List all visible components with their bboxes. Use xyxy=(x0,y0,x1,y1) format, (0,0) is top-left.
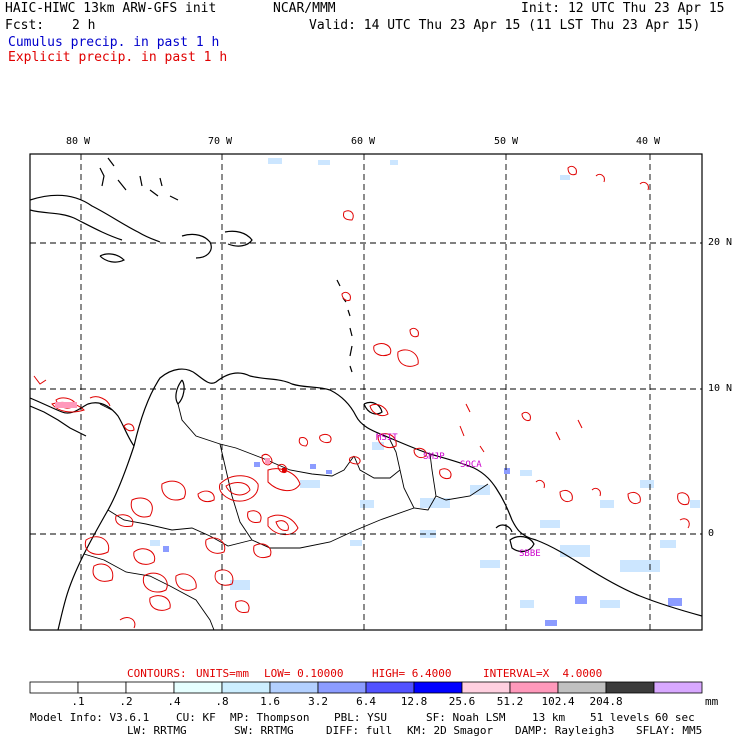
lon-label-50w: 50 W xyxy=(494,136,519,147)
colorbar-swatch xyxy=(173,681,223,694)
colorbar-swatch xyxy=(557,681,607,694)
colorbar-swatch xyxy=(221,681,271,694)
colorbar-tick-label: 3.2 xyxy=(308,695,328,708)
model-info-km: KM: 2D Smagor xyxy=(407,724,494,737)
model-info-sw: SW: RRTMG xyxy=(234,724,294,737)
lat-lon-grid xyxy=(30,154,702,630)
map-frame xyxy=(29,153,703,631)
station-msit: MSIT xyxy=(376,433,398,443)
colorbar-tick-label: 25.6 xyxy=(448,695,476,708)
colorbar-tick-label: 12.8 xyxy=(400,695,428,708)
legend-explicit: Explicit precip. in past 1 h xyxy=(8,50,228,65)
model-title: HAIC-HIWC 13km ARW-GFS init xyxy=(5,1,217,16)
lat-label-10n: 10 N xyxy=(708,383,733,394)
colorbar-swatch xyxy=(269,681,319,694)
colorbar-tick-label: 6.4 xyxy=(356,695,376,708)
model-info-levels: 51 levels xyxy=(590,711,650,724)
colorbar-swatch xyxy=(413,681,463,694)
model-info-sflay: SFLAY: MM5 xyxy=(636,724,703,737)
model-info-res: 13 km xyxy=(532,711,566,724)
colorbar-tick-label: 1.6 xyxy=(260,695,280,708)
colorbar-tick-label: .2 xyxy=(119,695,133,708)
contour-units: UNITS=mm xyxy=(196,667,249,680)
station-smjp: SMJP xyxy=(423,452,445,462)
lon-label-60w: 60 W xyxy=(351,136,376,147)
lon-label-70w: 70 W xyxy=(208,136,233,147)
colorbar-swatch xyxy=(317,681,367,694)
model-info-timestep: 60 sec xyxy=(655,711,695,724)
valid-time: Valid: 14 UTC Thu 23 Apr 15 (11 LST Thu … xyxy=(309,18,701,33)
colorbar-swatch xyxy=(77,681,127,694)
explicit-precip-cores xyxy=(55,402,286,472)
contour-interval: INTERVAL=X 4.0000 xyxy=(483,667,603,680)
lon-label-40w: 40 W xyxy=(636,136,661,147)
colorbar-swatch xyxy=(605,681,655,694)
model-info-mp: MP: Thompson xyxy=(230,711,310,724)
colorbar-tick-label: 102.4 xyxy=(541,695,575,708)
colorbar-swatch xyxy=(125,681,175,694)
explicit-precip-contours xyxy=(33,165,690,629)
fcst-label: Fcst: xyxy=(5,18,45,33)
model-info-damp: DAMP: Rayleigh3 xyxy=(515,724,615,737)
cumulus-precip-field xyxy=(150,158,700,626)
model-info-sf: SF: Noah LSM xyxy=(426,711,506,724)
colorbar-swatch xyxy=(509,681,559,694)
model-info-lw: LW: RRTMG xyxy=(127,724,187,737)
colorbar-tick-label: .8 xyxy=(215,695,229,708)
model-info-cu: CU: KF xyxy=(176,711,216,724)
fcst-value: 2 h xyxy=(72,18,96,33)
contour-high: HIGH= 6.4000 xyxy=(372,667,452,680)
colorbar-tick-label: .1 xyxy=(71,695,85,708)
init-time: Init: 12 UTC Thu 23 Apr 15 xyxy=(521,1,725,16)
colorbar xyxy=(29,681,703,694)
model-info-pbl: PBL: YSU xyxy=(334,711,387,724)
coastlines xyxy=(30,157,702,630)
colorbar-swatch xyxy=(653,681,703,694)
colorbar-tick-label: .4 xyxy=(167,695,181,708)
org-label: NCAR/MMM xyxy=(273,1,336,16)
contour-low: LOW= 0.10000 xyxy=(264,667,344,680)
colorbar-unit: mm xyxy=(705,695,719,708)
contour-label: CONTOURS: xyxy=(127,667,187,680)
colorbar-tick-label: 51.2 xyxy=(496,695,524,708)
lat-label-20n: 20 N xyxy=(708,237,733,248)
colorbar-tick-label: 204.8 xyxy=(589,695,623,708)
station-soca: SOCA xyxy=(460,460,482,470)
station-sbbe: SBBE xyxy=(519,549,541,559)
colorbar-swatch xyxy=(461,681,511,694)
legend-cumulus: Cumulus precip. in past 1 h xyxy=(8,35,220,50)
lon-label-80w: 80 W xyxy=(66,136,91,147)
lat-label-0: 0 xyxy=(708,528,715,539)
colorbar-swatch xyxy=(29,681,79,694)
model-info-version: Model Info: V3.6.1 xyxy=(30,711,150,724)
model-info-diff: DIFF: full xyxy=(326,724,393,737)
colorbar-swatch xyxy=(365,681,415,694)
